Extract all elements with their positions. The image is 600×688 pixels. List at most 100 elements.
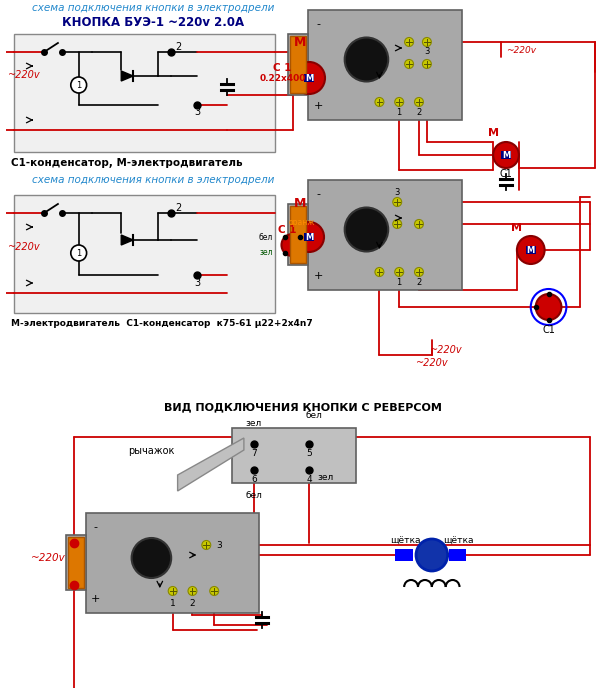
Circle shape xyxy=(202,541,211,550)
Bar xyxy=(308,180,461,290)
Text: 7: 7 xyxy=(251,449,257,458)
Bar xyxy=(308,10,461,120)
Text: M: M xyxy=(305,233,313,241)
Text: 4: 4 xyxy=(307,475,312,484)
Text: 3: 3 xyxy=(194,278,200,288)
Bar xyxy=(395,549,413,561)
Bar xyxy=(86,513,259,613)
Text: бел: бел xyxy=(259,233,272,241)
Text: -: - xyxy=(316,19,320,29)
Text: M: M xyxy=(502,151,510,160)
Text: C1: C1 xyxy=(500,169,512,179)
Circle shape xyxy=(295,222,324,252)
Bar xyxy=(501,151,511,159)
Text: щётка: щётка xyxy=(443,537,474,546)
Text: С 1: С 1 xyxy=(273,63,292,73)
Circle shape xyxy=(71,77,86,93)
Circle shape xyxy=(71,245,86,261)
Bar xyxy=(14,34,275,152)
Text: M: M xyxy=(511,223,523,233)
Polygon shape xyxy=(121,71,133,81)
Text: 3: 3 xyxy=(194,107,200,117)
Circle shape xyxy=(422,59,431,69)
Text: 5: 5 xyxy=(307,449,312,458)
Circle shape xyxy=(375,268,384,277)
Text: M: M xyxy=(527,246,535,255)
Circle shape xyxy=(404,59,413,69)
Circle shape xyxy=(415,98,424,107)
Text: 1: 1 xyxy=(170,599,176,608)
Circle shape xyxy=(404,38,413,47)
Text: 1: 1 xyxy=(76,80,82,89)
Circle shape xyxy=(188,586,197,596)
Text: 2: 2 xyxy=(176,42,182,52)
Circle shape xyxy=(493,142,519,168)
Text: +: + xyxy=(313,101,323,111)
Text: рычажок: рычажок xyxy=(128,446,175,455)
Text: M: M xyxy=(488,128,499,138)
Text: 3: 3 xyxy=(395,188,400,197)
Circle shape xyxy=(416,539,448,571)
Circle shape xyxy=(131,538,171,578)
Text: ~220v: ~220v xyxy=(416,358,448,368)
Text: 2: 2 xyxy=(176,203,182,213)
Text: 2: 2 xyxy=(416,277,422,286)
Circle shape xyxy=(415,219,424,228)
Bar xyxy=(289,34,308,95)
Text: бел: бел xyxy=(305,411,323,420)
Circle shape xyxy=(422,38,431,47)
Bar xyxy=(304,233,314,241)
Text: щётка: щётка xyxy=(390,537,421,546)
Text: 3: 3 xyxy=(216,541,222,550)
Polygon shape xyxy=(178,438,244,491)
Circle shape xyxy=(517,236,545,264)
Text: 2: 2 xyxy=(416,107,422,116)
Text: +: + xyxy=(91,594,100,604)
Text: 1: 1 xyxy=(76,248,82,257)
Text: оранж: оранж xyxy=(289,217,315,226)
Bar xyxy=(232,428,356,483)
Circle shape xyxy=(393,219,401,228)
Text: бел: бел xyxy=(245,491,262,499)
Circle shape xyxy=(536,294,562,320)
Circle shape xyxy=(210,586,218,596)
Text: КНОПКА БУЭ-1 ~220v 2.0A: КНОПКА БУЭ-1 ~220v 2.0A xyxy=(62,16,244,28)
Circle shape xyxy=(395,268,404,277)
Circle shape xyxy=(415,268,424,277)
Text: ~220v: ~220v xyxy=(7,242,40,252)
Text: -: - xyxy=(316,189,320,199)
Text: -: - xyxy=(94,522,98,532)
Text: ~220v: ~220v xyxy=(31,553,66,563)
Text: ВИД ПОДКЛЮЧЕНИЯ КНОПКИ С РЕВЕРСОМ: ВИД ПОДКЛЮЧЕНИЯ КНОПКИ С РЕВЕРСОМ xyxy=(164,402,442,412)
Text: 0.22х400: 0.22х400 xyxy=(259,74,305,83)
Text: +: + xyxy=(313,271,323,281)
Text: 1: 1 xyxy=(397,277,402,286)
Polygon shape xyxy=(121,235,133,245)
Bar xyxy=(304,74,314,82)
Text: зел: зел xyxy=(317,473,334,482)
Text: 1: 1 xyxy=(397,107,402,116)
Circle shape xyxy=(375,98,384,107)
Bar xyxy=(14,195,275,313)
Text: зел: зел xyxy=(245,418,262,427)
Text: 6: 6 xyxy=(251,475,257,484)
Bar xyxy=(289,204,308,265)
Bar xyxy=(290,206,306,263)
Text: M: M xyxy=(294,36,307,48)
Circle shape xyxy=(393,197,401,206)
Text: С1-конденсатор, М-электродвигатель: С1-конденсатор, М-электродвигатель xyxy=(11,158,243,168)
Text: схема подключения кнопки в электродрели: схема подключения кнопки в электродрели xyxy=(32,175,274,185)
Text: ~220v: ~220v xyxy=(506,45,536,54)
Circle shape xyxy=(168,586,177,596)
Circle shape xyxy=(344,208,388,252)
Text: ~220v: ~220v xyxy=(430,345,463,355)
Text: ~220v: ~220v xyxy=(7,70,40,80)
Circle shape xyxy=(293,62,325,94)
Text: схема подключения кнопки в электродрели: схема подключения кнопки в электродрели xyxy=(32,3,274,13)
Text: M: M xyxy=(294,197,307,210)
Bar xyxy=(290,36,306,93)
Bar xyxy=(66,535,86,590)
Text: C 1: C 1 xyxy=(278,225,296,235)
Bar xyxy=(449,549,466,561)
Circle shape xyxy=(281,234,303,256)
